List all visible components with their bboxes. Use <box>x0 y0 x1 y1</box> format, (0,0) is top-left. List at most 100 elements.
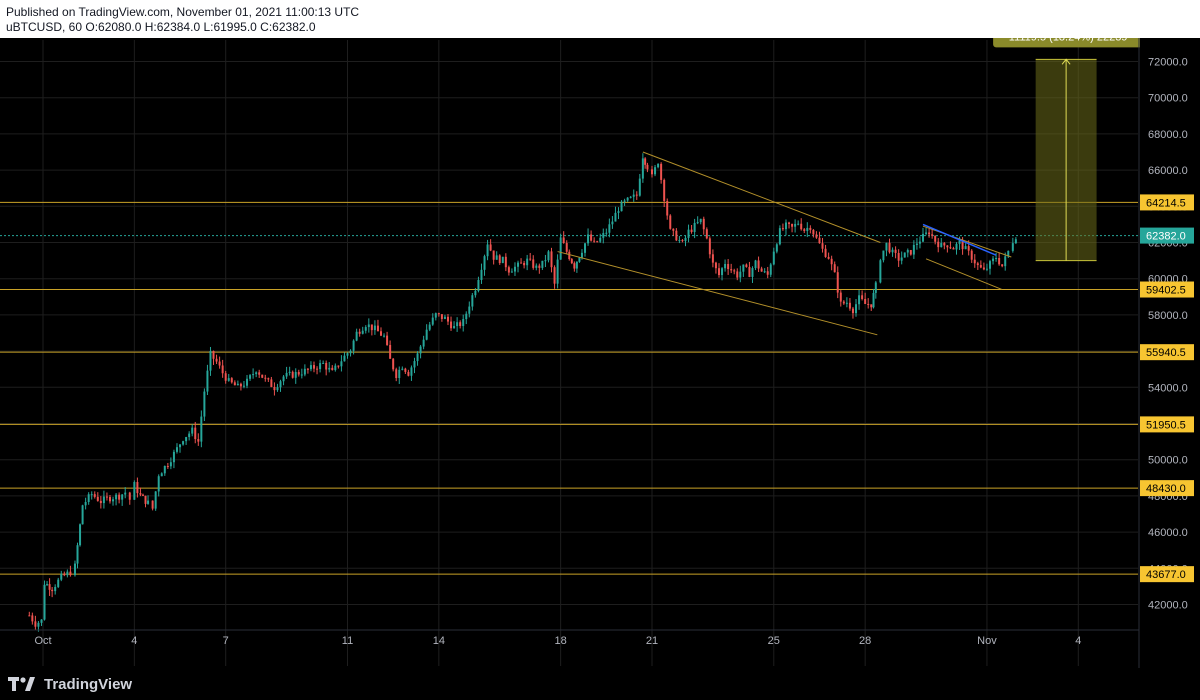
candle-body <box>179 444 182 448</box>
candle-body <box>891 249 894 253</box>
price-chart[interactable]: 11119.5 (18.24%) 22239 42000.044000.0460… <box>0 38 1200 668</box>
candle-body <box>711 254 714 263</box>
candle-body <box>492 250 495 260</box>
candle-body <box>784 222 787 230</box>
candle-body <box>51 589 54 592</box>
candle-body <box>273 386 276 391</box>
candle-body <box>431 317 434 325</box>
candle-body <box>300 374 303 376</box>
candle-body <box>144 495 147 504</box>
price-tick-label: 68000.0 <box>1148 129 1188 141</box>
candle-body <box>249 375 252 379</box>
price-tick-label: 70000.0 <box>1148 93 1188 105</box>
candle-body <box>203 391 206 417</box>
time-tick-label: 25 <box>768 635 780 647</box>
candle-body <box>316 368 319 370</box>
candle-body <box>928 232 931 235</box>
time-tick-label: 21 <box>646 635 658 647</box>
candle-body <box>477 280 480 291</box>
candle-body <box>742 264 745 272</box>
candle-body <box>328 367 331 370</box>
candle-body <box>593 240 596 242</box>
candle-body <box>267 378 270 380</box>
candle-body <box>468 306 471 314</box>
candle-body <box>358 331 361 334</box>
blue-trendline[interactable] <box>922 223 997 256</box>
candle-body <box>553 267 556 284</box>
candle-body <box>443 316 446 319</box>
candle-body <box>788 222 791 224</box>
candle-body <box>538 265 541 268</box>
channel-lower-line[interactable] <box>557 251 878 336</box>
candle-body <box>419 346 422 354</box>
price-tick-label: 42000.0 <box>1148 600 1188 612</box>
candle-body <box>775 244 778 252</box>
price-axis[interactable]: 42000.044000.046000.048000.050000.052000… <box>1138 38 1200 668</box>
wedge-lower-line[interactable] <box>925 258 1003 291</box>
candle-body <box>596 241 599 243</box>
candle-body <box>303 368 306 375</box>
candle-body <box>28 615 31 617</box>
time-axis[interactable]: Oct 4 7 11 14 18 21 25 28 Nov 4 <box>0 629 1139 647</box>
candle-body <box>182 441 185 445</box>
time-tick-label: Nov <box>977 635 997 647</box>
candle-body <box>105 496 108 498</box>
candle-body <box>547 251 550 261</box>
candle-body <box>800 223 803 230</box>
candle-body <box>778 228 781 245</box>
candle-body <box>206 370 209 392</box>
candle-body <box>434 313 437 318</box>
candle-body <box>401 368 404 370</box>
projection-arrow-head <box>1061 58 1071 65</box>
candle-body <box>218 361 221 366</box>
candle-body <box>215 358 218 362</box>
candle-body <box>450 321 453 329</box>
candle-body <box>172 451 175 463</box>
candle-body <box>276 387 279 391</box>
drawings[interactable] <box>557 151 1012 336</box>
candle-body <box>93 494 96 497</box>
candle-body <box>568 251 571 260</box>
candle-body <box>693 222 696 232</box>
candle-body <box>888 242 891 253</box>
tradingview-logo[interactable]: TradingView <box>8 675 132 693</box>
price-projection[interactable]: 11119.5 (18.24%) 22239 <box>993 38 1144 262</box>
candle-body <box>958 240 961 244</box>
candle-body <box>565 243 568 252</box>
candle-body <box>617 211 620 213</box>
channel-upper-line[interactable] <box>642 151 881 243</box>
candle-body <box>258 372 261 375</box>
candle-body <box>233 382 236 386</box>
candle-body <box>334 365 337 371</box>
candle-body <box>839 292 842 302</box>
candle-body <box>931 234 934 236</box>
candle-body <box>666 201 669 216</box>
candle-body <box>906 250 909 253</box>
candle-body <box>1014 239 1017 244</box>
level-price-tag-box <box>1140 194 1194 211</box>
candle-body <box>657 163 660 168</box>
candle-body <box>690 229 693 232</box>
candle-body <box>197 439 200 442</box>
candle-body <box>279 381 282 388</box>
horizontal-levels[interactable] <box>0 201 1138 575</box>
candle-body <box>605 232 608 234</box>
candle-body <box>81 505 84 525</box>
candle-body <box>370 324 373 331</box>
candle-body <box>870 304 873 308</box>
candle-body <box>63 573 66 576</box>
candle-body <box>242 385 245 387</box>
candle-body <box>587 234 590 244</box>
candle-body <box>541 260 544 268</box>
candle-body <box>879 260 882 283</box>
candle-body <box>575 261 578 269</box>
candle-body <box>194 427 197 440</box>
candle-body <box>681 240 684 242</box>
candle-body <box>644 158 647 165</box>
candle-body <box>124 492 127 495</box>
candle-body <box>294 372 297 378</box>
candle-body <box>702 218 705 230</box>
candle-body <box>982 267 985 270</box>
candle-body <box>340 361 343 367</box>
candle-body <box>383 335 386 337</box>
